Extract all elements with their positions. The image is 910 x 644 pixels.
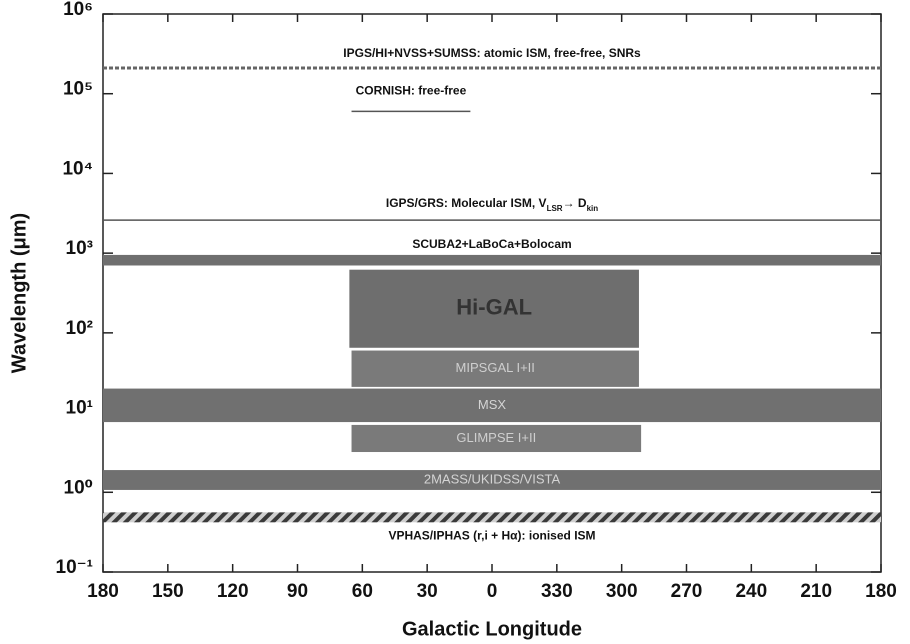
- survey-label: CORNISH: free-free: [356, 84, 467, 98]
- survey-label: SCUBA2+LaBoCa+Bolocam: [412, 237, 571, 251]
- x-tick-label: 60: [352, 581, 373, 602]
- y-tick-label: 10⁰: [64, 477, 93, 498]
- survey-label: GLIMPSE I+II: [456, 430, 536, 445]
- survey-band: [103, 470, 881, 490]
- x-tick-label: 330: [541, 581, 573, 602]
- x-tick-label: 150: [152, 581, 184, 602]
- x-tick-label: 30: [417, 581, 438, 602]
- y-tick-label: 10³: [66, 238, 93, 259]
- x-tick-label: 90: [287, 581, 308, 602]
- survey-band: [103, 512, 881, 523]
- x-tick-label: 0: [487, 581, 498, 602]
- x-tick-label: 210: [800, 581, 832, 602]
- survey-label-part: LSR: [547, 204, 563, 213]
- survey-label: Hi-GAL: [456, 295, 532, 320]
- survey-label-part: IGPS/GRS: Molecular ISM, V: [386, 196, 547, 210]
- y-tick-label: 10⁶: [63, 0, 93, 20]
- survey-label: MSX: [478, 397, 507, 412]
- survey-label: VPHAS/IPHAS (r,i + Hα): ionised ISM: [388, 528, 595, 542]
- survey-band: [103, 388, 881, 423]
- survey-label: MIPSGAL I+II: [456, 360, 535, 375]
- x-tick-label: 240: [735, 581, 767, 602]
- x-tick-label: 180: [865, 581, 897, 602]
- survey-label: IPGS/HI+NVSS+SUMSS: atomic ISM, free-fre…: [343, 46, 641, 60]
- survey-label: 2MASS/UKIDSS/VISTA: [424, 471, 561, 486]
- x-tick-label: 180: [87, 581, 119, 602]
- y-axis-title: Wavelength (μm): [8, 213, 30, 373]
- y-tick-label: 10⁴: [62, 158, 93, 179]
- x-tick-label: 300: [606, 581, 638, 602]
- survey-band: [351, 350, 639, 387]
- survey-band: [351, 424, 642, 453]
- survey-label: IGPS/GRS: Molecular ISM, VLSR→ Dkin: [386, 196, 598, 212]
- survey-band: [349, 269, 639, 348]
- survey-band: [103, 254, 881, 266]
- y-tick-label: 10⁵: [63, 79, 93, 100]
- x-tick-label: 270: [671, 581, 703, 602]
- x-tick-label: 120: [217, 581, 249, 602]
- y-tick-label: 10⁻¹: [56, 557, 94, 578]
- y-tick-label: 10²: [66, 318, 93, 339]
- survey-label-part: → D: [563, 196, 587, 210]
- y-tick-label: 10¹: [66, 398, 93, 419]
- survey-label-part: kin: [587, 204, 599, 213]
- x-axis-title: Galactic Longitude: [402, 618, 582, 640]
